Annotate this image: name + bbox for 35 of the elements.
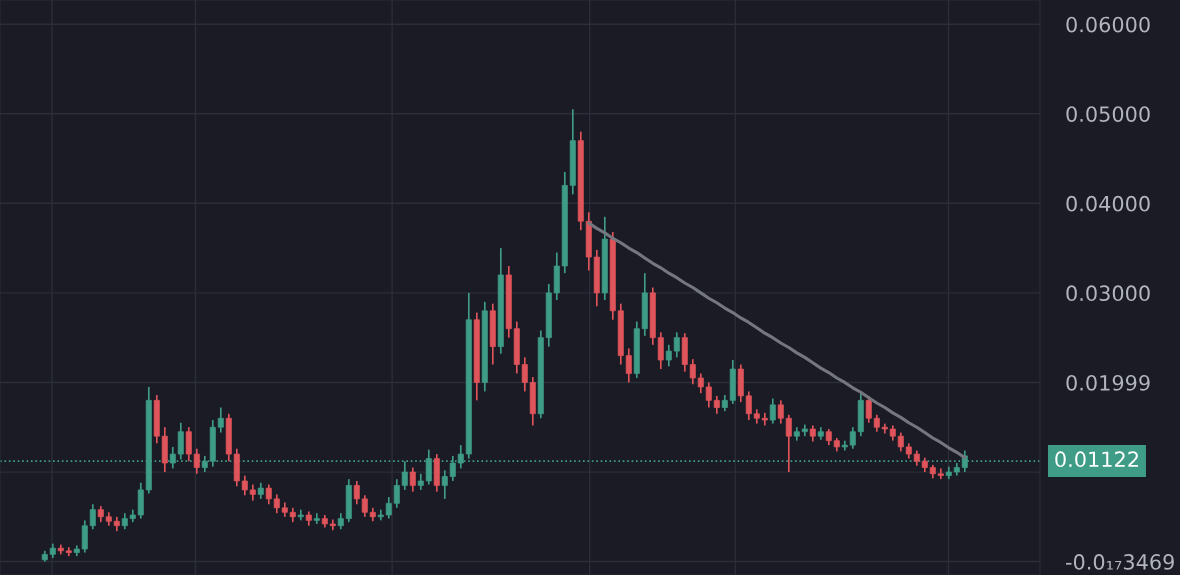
candlestick [705,381,712,409]
candlestick [657,331,664,370]
candlestick [769,397,776,425]
candlestick [777,399,784,425]
y-tick-label: -0.0₁₇3469 [1066,554,1174,570]
candlestick [673,331,680,359]
candlestick [785,413,792,473]
candlestick [521,356,528,393]
candlestick [625,347,632,384]
y-tick-label: 0.04000 [1066,195,1150,212]
candlestick [897,431,904,453]
candlestick [89,503,96,531]
candlestick [409,466,416,493]
candlestick [849,426,856,450]
ref-line-label: 0.01122 [1055,451,1138,468]
candlestick [273,493,280,515]
candlestick [193,447,200,475]
y-tick-label: 0.03000 [1066,285,1150,302]
candlestick [385,496,392,520]
candlestick [217,406,224,434]
y-tick-label: 0.01999 [1066,374,1150,391]
candlestick [353,480,360,506]
candlestick [393,478,400,509]
y-tick-label: 0.05000 [1066,106,1150,122]
candlestick [745,390,752,421]
candlestick [689,358,696,386]
candlestick [265,483,272,506]
candlestick [665,343,672,368]
candlestick [361,494,368,518]
candlestick [185,426,192,463]
candlestick [241,474,248,497]
candlestick [441,469,448,500]
y-tick-label: 0.06000 [1066,16,1150,33]
candlestick [697,372,704,395]
candlestick [81,519,88,554]
